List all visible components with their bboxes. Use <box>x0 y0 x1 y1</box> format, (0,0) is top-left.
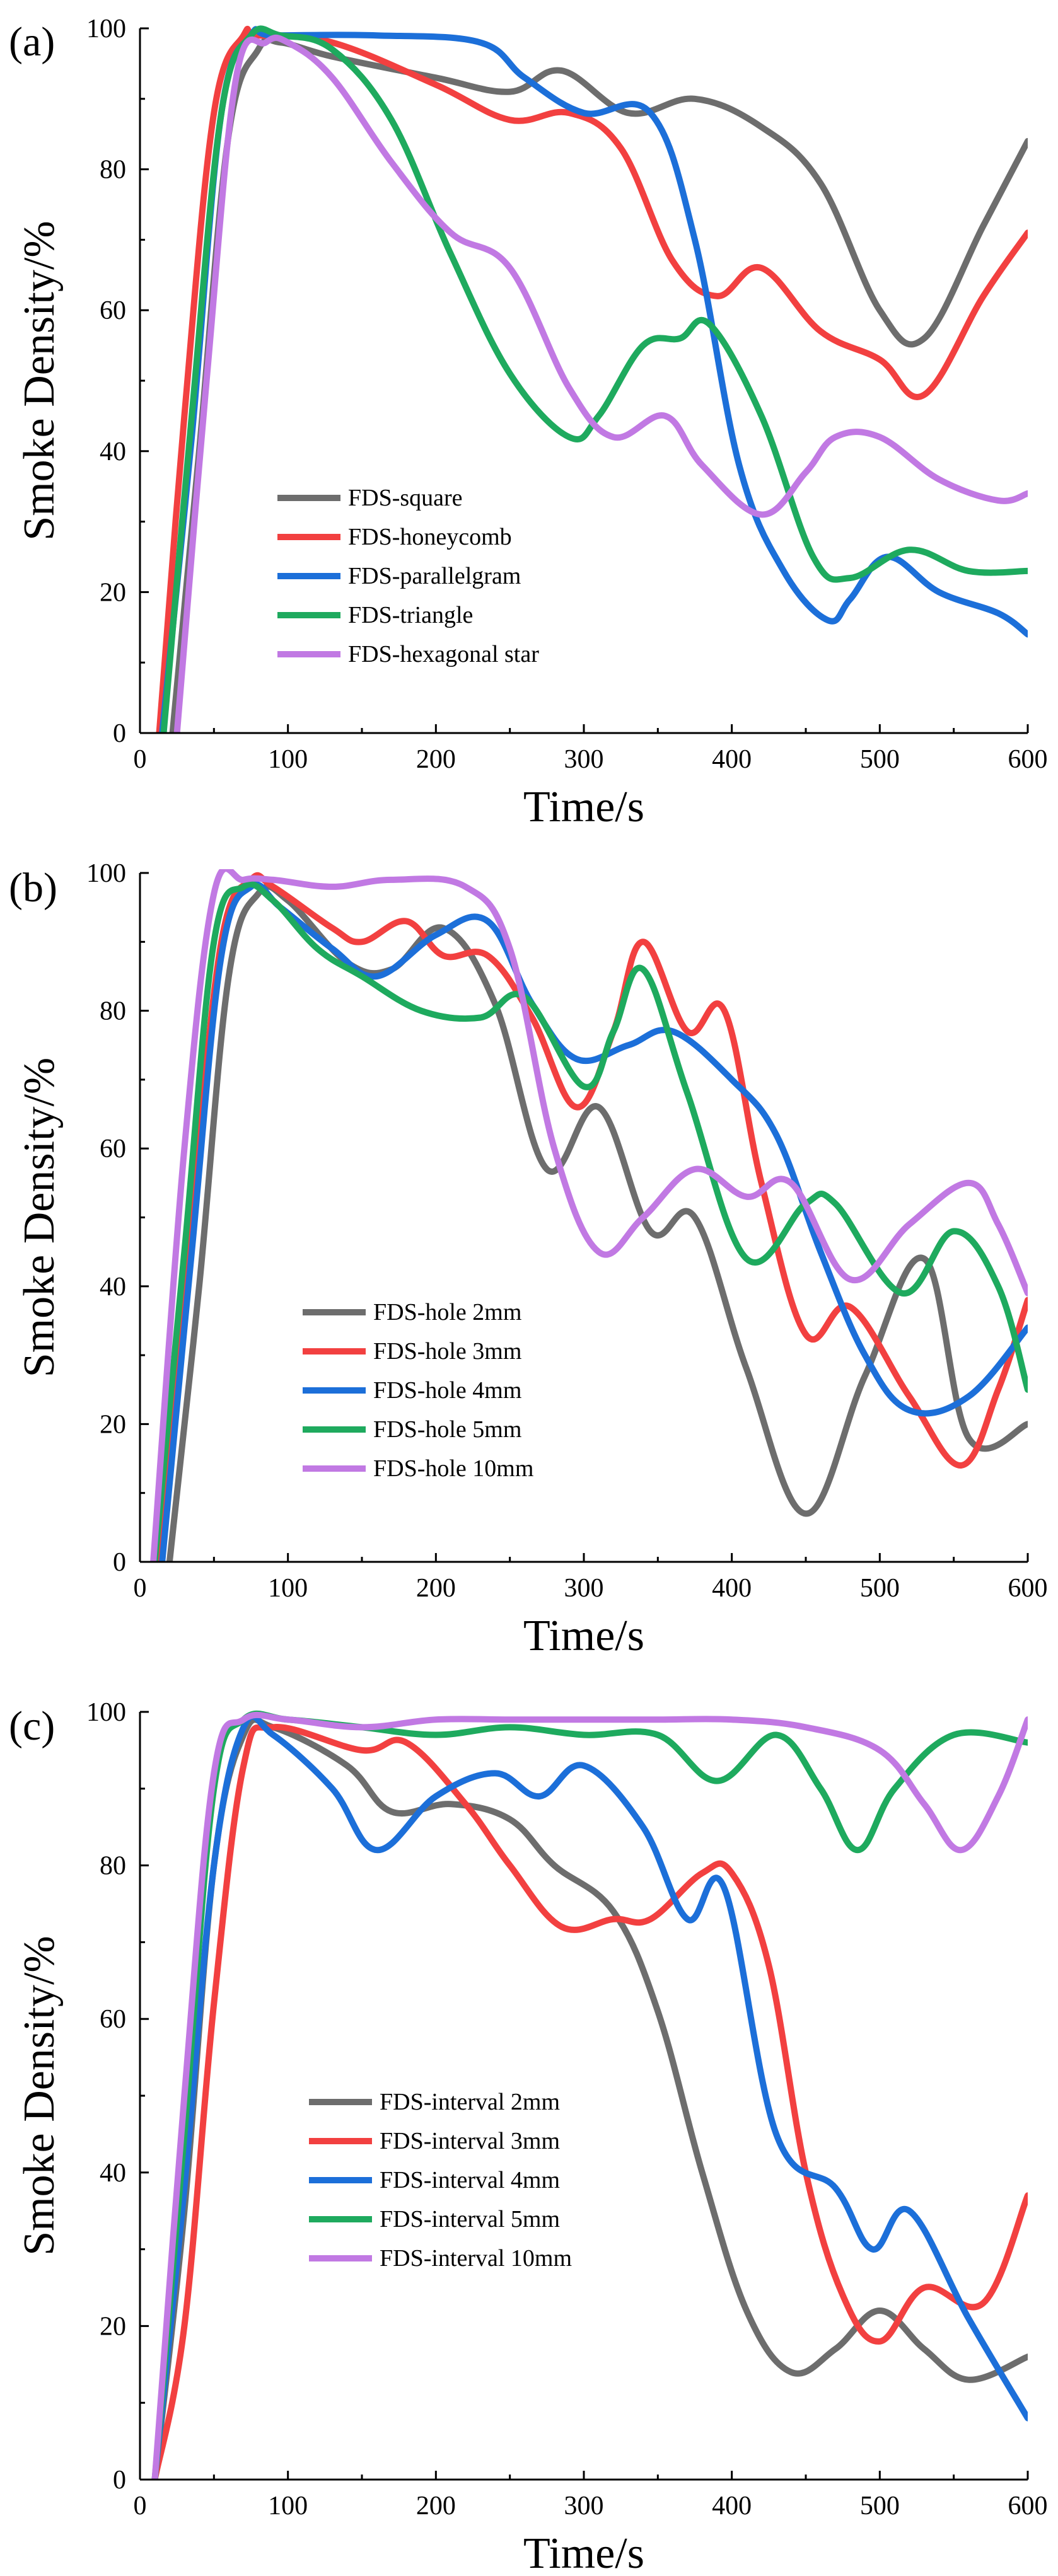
y-tick-label: 60 <box>100 1135 126 1164</box>
x-tick-label: 600 <box>1008 2492 1048 2521</box>
y-tick-label: 0 <box>113 1548 126 1577</box>
y-tick-label: 100 <box>86 1698 126 1727</box>
legend-label: FDS-interval 4mm <box>380 2167 560 2193</box>
series-lines <box>156 25 1028 733</box>
series-line-fds-hole-5mm <box>151 881 1028 1562</box>
y-tick-label: 40 <box>100 437 126 466</box>
y-tick-label: 20 <box>100 2312 126 2341</box>
legend-label: FDS-interval 2mm <box>380 2089 560 2115</box>
series-line-fds-hole-2mm <box>166 883 1028 1562</box>
x-tick-label: 300 <box>564 1574 604 1603</box>
chart-panel-1: 0 100 200 300 400 500 600 0 20 40 60 80 100 Time/s Smo… <box>9 14 1048 831</box>
legend-label: FDS-hole 3mm <box>373 1338 521 1365</box>
legend-label: FDS-parallelgram <box>348 563 521 589</box>
series-line-fds-hole-4mm <box>159 881 1028 1562</box>
x-tick-label: 200 <box>416 2492 456 2521</box>
x-tick-label: 0 <box>134 2492 147 2521</box>
x-tick-label: 600 <box>1008 1574 1048 1603</box>
y-tick-label: 100 <box>86 14 126 43</box>
y-tick-label: 60 <box>100 296 126 325</box>
panel-label: (b) <box>9 865 57 911</box>
x-axis-title: Time/s <box>523 2529 644 2576</box>
panel-label: (c) <box>9 1703 55 1749</box>
series-line-fds-hole-10mm <box>150 869 1028 1562</box>
series-line-fds-hole-3mm <box>156 872 1028 1562</box>
x-tick-label: 500 <box>860 1574 900 1603</box>
legend-label: FDS-interval 3mm <box>380 2128 560 2154</box>
series-line-fds-interval-2mm <box>151 1716 1028 2480</box>
y-tick-label: 80 <box>100 156 126 185</box>
y-axis-title: Smoke Density/% <box>15 1936 64 2255</box>
y-tick-label: 80 <box>100 997 126 1026</box>
x-tick-label: 400 <box>712 2492 752 2521</box>
x-tick-label: 500 <box>860 745 900 774</box>
legend-label: FDS-honeycomb <box>348 524 512 550</box>
legend: FDS-hole 2mm FDS-hole 3mm FDS-hole 4mm FDS-… <box>303 1299 533 1482</box>
series-lines <box>150 869 1028 1562</box>
legend: FDS-interval 2mm FDS-interval 3mm FDS-inte… <box>309 2089 572 2272</box>
x-tick-label: 300 <box>564 2492 604 2521</box>
legend-label: FDS-triangle <box>348 602 473 628</box>
x-tick-label: 600 <box>1008 745 1048 774</box>
x-tick-label: 500 <box>860 2492 900 2521</box>
y-axis-title: Smoke Density/% <box>15 1058 64 1377</box>
x-axis-title: Time/s <box>523 1612 644 1660</box>
chart-panel-3: 0 100 200 300 400 500 600 0 20 40 60 80 100 Time/s Smo… <box>9 1698 1048 2576</box>
y-tick-label: 0 <box>113 2466 126 2495</box>
y-tick-label: 40 <box>100 2159 126 2188</box>
y-tick-label: 20 <box>100 1410 126 1439</box>
x-tick-label: 100 <box>268 2492 308 2521</box>
x-tick-label: 0 <box>134 745 147 774</box>
legend-label: FDS-hole 4mm <box>373 1377 521 1404</box>
legend-label: FDS-interval 5mm <box>380 2206 560 2232</box>
panel-label: (a) <box>9 19 55 65</box>
x-tick-label: 0 <box>134 1574 147 1603</box>
x-tick-label: 200 <box>416 1574 456 1603</box>
x-tick-label: 100 <box>268 1574 308 1603</box>
x-axis-title: Time/s <box>523 783 644 831</box>
legend-label: FDS-square <box>348 485 463 511</box>
series-line-fds-triangle <box>160 25 1028 733</box>
x-tick-label: 400 <box>712 1574 752 1603</box>
y-tick-label: 20 <box>100 578 126 607</box>
y-tick-label: 40 <box>100 1273 126 1302</box>
series-line-fds-interval-5mm <box>151 1711 1028 2480</box>
y-tick-label: 80 <box>100 1852 126 1881</box>
legend-label: FDS-hole 2mm <box>373 1299 521 1326</box>
series-line-fds-interval-4mm <box>151 1713 1028 2480</box>
chart-panel-2: 0 100 200 300 400 500 600 0 20 40 60 80 100 Time/s Smo… <box>9 859 1048 1660</box>
legend-label: FDS-hexagonal star <box>348 641 539 667</box>
series-line-fds-interval-10mm <box>151 1711 1028 2480</box>
legend-label: FDS-hole 10mm <box>373 1455 533 1482</box>
y-tick-label: 60 <box>100 2005 126 2034</box>
series-line-fds-hexagonal-star <box>173 34 1028 733</box>
x-tick-label: 200 <box>416 745 456 774</box>
x-tick-label: 400 <box>712 745 752 774</box>
legend: FDS-square FDS-honeycomb FDS-parallelgram F… <box>277 485 539 667</box>
y-tick-label: 0 <box>113 719 126 748</box>
series-line-fds-honeycomb <box>156 25 1028 733</box>
series-lines <box>151 1711 1028 2480</box>
legend-label: FDS-interval 10mm <box>380 2245 572 2272</box>
x-tick-label: 300 <box>564 745 604 774</box>
x-tick-label: 100 <box>268 745 308 774</box>
y-tick-label: 100 <box>86 859 126 888</box>
y-axis-title: Smoke Density/% <box>15 221 64 540</box>
series-line-fds-interval-3mm <box>151 1724 1028 2480</box>
legend-label: FDS-hole 5mm <box>373 1416 521 1443</box>
